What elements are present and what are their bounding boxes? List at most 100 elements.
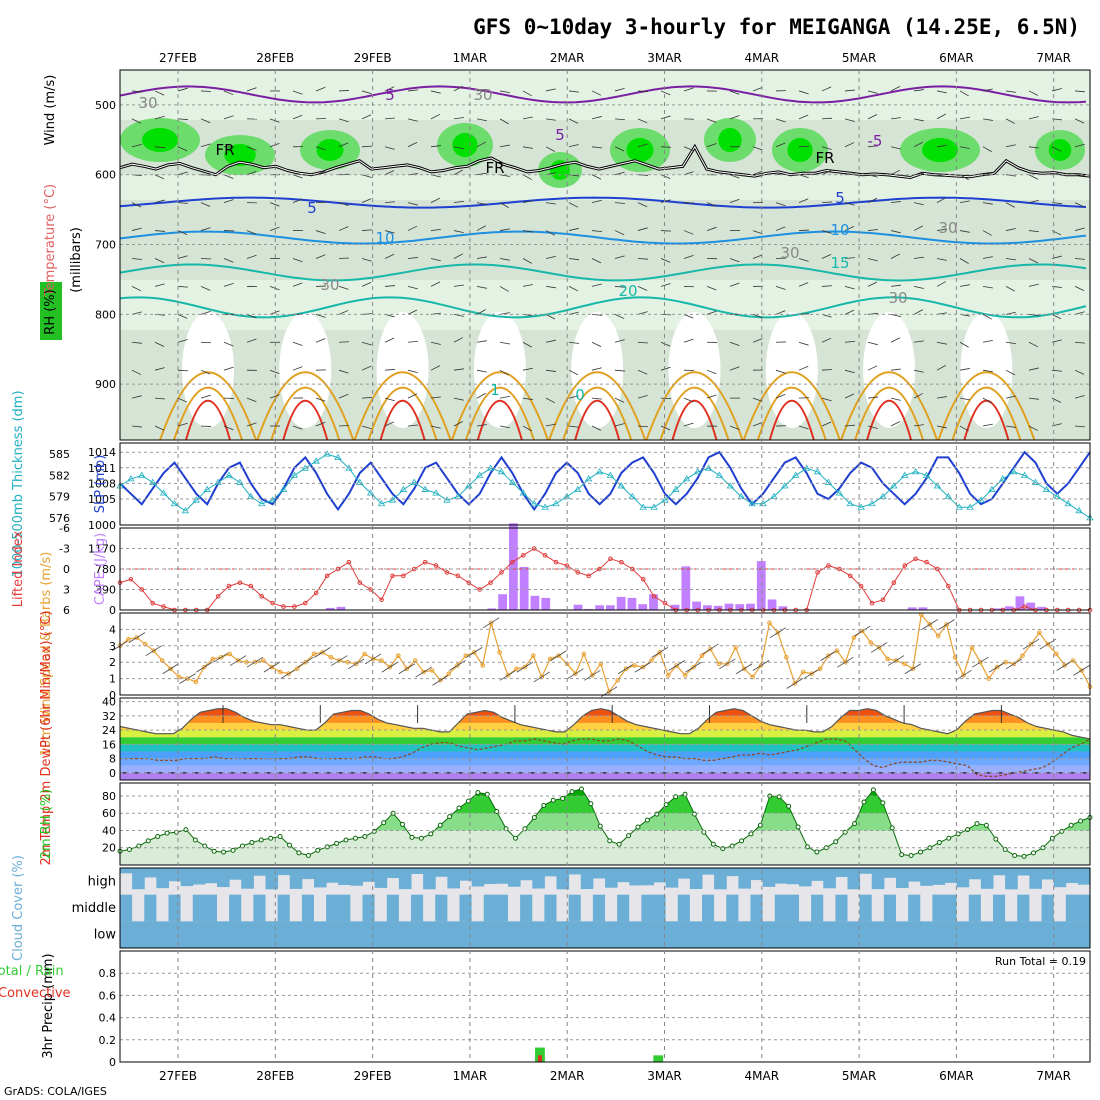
wind-barb [982, 146, 992, 152]
rh-point [531, 815, 537, 821]
cloud-cell-low [786, 921, 800, 948]
wind-speed-point [876, 645, 882, 650]
wind-speed-point [547, 656, 553, 662]
rh-point [1068, 822, 1074, 828]
pressure-axis-label: (millibars) [69, 227, 84, 293]
heat-dome-isotherm [840, 371, 939, 441]
wind-speed-point [311, 651, 317, 657]
cloud-cell-low [665, 921, 679, 948]
thickness-point [1042, 485, 1051, 492]
rh-point [786, 803, 792, 809]
wind-barb [223, 341, 234, 347]
wind-barb [229, 655, 247, 666]
wind-barb [591, 116, 602, 120]
wind-barb [315, 313, 326, 318]
cloud-cell-middle [1053, 894, 1067, 922]
wind-barb [821, 117, 833, 120]
wind-barb [453, 169, 464, 176]
wind-barb [591, 90, 602, 96]
wind-barb [177, 171, 188, 176]
wind-barb [798, 425, 809, 430]
wind-barb [591, 313, 602, 316]
cloud-cell-low [386, 921, 400, 948]
wind-barb [1074, 341, 1085, 344]
wind-speed-point [1079, 668, 1084, 673]
cloud-cell-high [314, 868, 327, 888]
cape-bar [670, 604, 680, 610]
rh-point [663, 802, 669, 808]
wind-barb [1051, 146, 1062, 152]
wind-speed-point [134, 635, 140, 640]
wind-speed-point [834, 648, 840, 654]
wind-barb [959, 341, 969, 348]
thickness-point [846, 499, 854, 507]
wind-barb [955, 669, 972, 681]
thickness-point [356, 478, 364, 485]
wind-barb [660, 341, 671, 347]
cloud-cell-low [1005, 921, 1018, 948]
wind-barb [706, 310, 717, 315]
wind-barb [568, 118, 579, 124]
wind-barb [1028, 258, 1039, 264]
cloud-cell-middle [738, 894, 751, 922]
wind-barb [1074, 90, 1085, 93]
cloud-cell-low [132, 921, 145, 948]
cloud-cell-middle [229, 894, 242, 922]
cloud-cell-middle [192, 894, 206, 922]
temp-band [120, 702, 1090, 709]
wind-barb [476, 225, 486, 231]
rh-point [183, 827, 189, 833]
wind-barb [550, 650, 567, 661]
heat-dome-isotherm [574, 399, 621, 441]
cloud-cell-middle [786, 894, 800, 922]
wind-barb [959, 174, 969, 181]
dry-column [182, 312, 234, 428]
cloud-cell-middle [350, 894, 363, 922]
rh-point [211, 848, 217, 854]
cloud-cell-low [289, 921, 303, 948]
cloud-cell-high [568, 868, 582, 875]
wind-speed-point [994, 664, 1000, 670]
wind-barb [651, 647, 669, 658]
isotherm-purple [119, 85, 1087, 104]
thickness-point [726, 482, 735, 489]
lifted-index-point [357, 580, 363, 585]
wind-barb [706, 394, 717, 399]
cloud-cell-middle [617, 894, 630, 922]
rh-point [588, 801, 594, 807]
wind-barb [177, 286, 189, 288]
wind-barb [476, 88, 487, 92]
wind-barb [1039, 638, 1057, 650]
wind-barb [398, 663, 415, 675]
thickness-point [639, 503, 647, 510]
wind-barb [938, 619, 955, 630]
wind-barb [614, 286, 625, 288]
wind-barb [476, 392, 486, 399]
lifted-index-point [215, 594, 221, 599]
rh-point [362, 834, 368, 840]
date-label-bottom: 6MAR [939, 1069, 974, 1083]
isotherm-lightblue [119, 230, 1087, 245]
rh-point [626, 833, 632, 839]
wind-barb [1051, 88, 1062, 92]
cape-bar [1026, 602, 1036, 610]
rh-point [437, 822, 443, 828]
wind-barb [913, 141, 924, 148]
wind-speed-point [379, 658, 384, 663]
rh-point [230, 847, 236, 853]
cloud-cell-high [932, 868, 945, 885]
wind-barb [430, 365, 441, 371]
wind-barb [959, 146, 970, 149]
precip-legend-convective: Convective [0, 986, 71, 1001]
wind-barb [683, 255, 694, 259]
wind-barb [614, 118, 625, 121]
wind-barb [476, 256, 487, 259]
wind-barb [453, 420, 464, 427]
cloud-cell-middle [568, 894, 582, 922]
wind-barb [637, 202, 648, 208]
wind-barb [430, 281, 441, 287]
cloud-cell-high [447, 868, 460, 889]
cloud-cell-middle [689, 894, 703, 922]
rh-area [120, 789, 1090, 865]
wind-barb [177, 87, 188, 92]
